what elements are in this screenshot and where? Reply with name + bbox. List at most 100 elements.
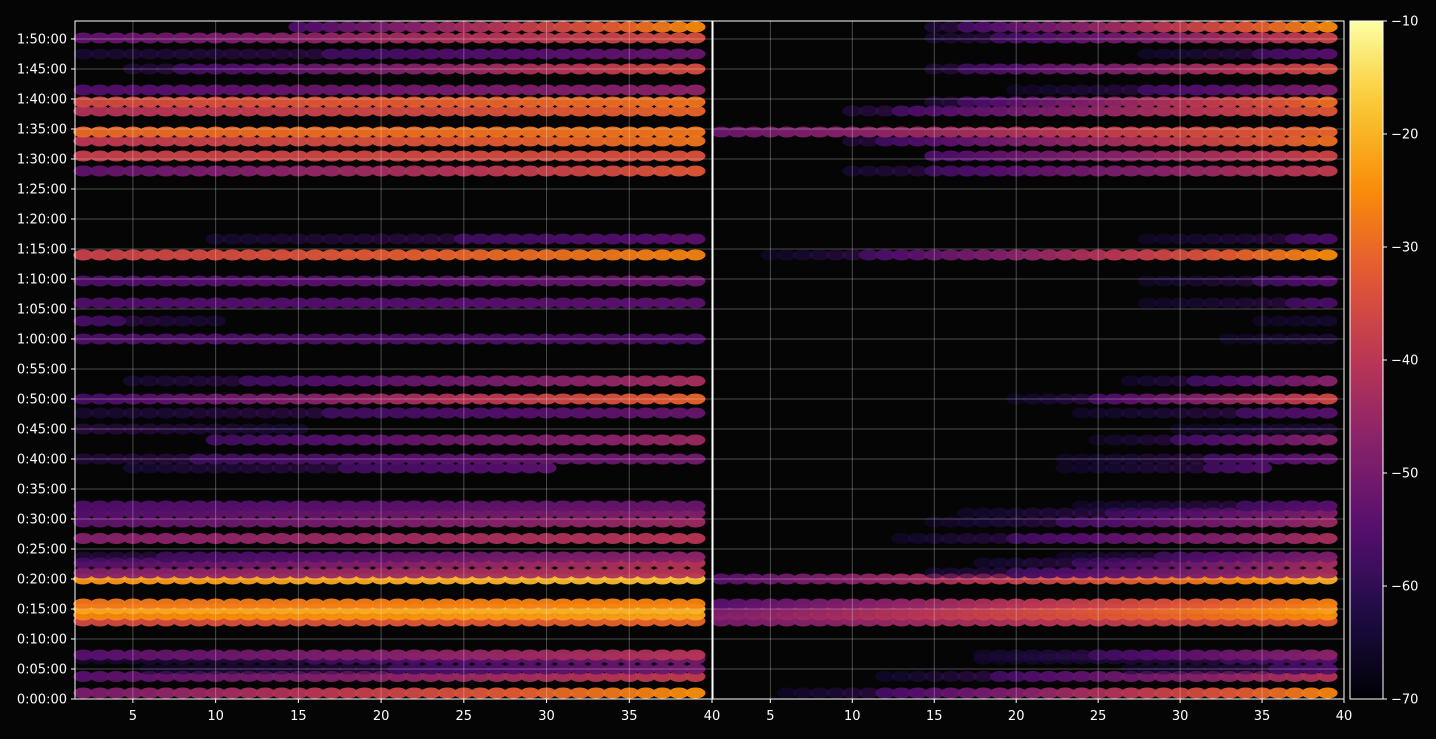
heat-cell (470, 150, 491, 162)
heat-cell (875, 687, 896, 699)
x-tick-label: 25 (456, 709, 473, 724)
heat-cell (437, 135, 458, 147)
heat-cell (172, 393, 193, 405)
heat-cell (1186, 516, 1207, 528)
heat-cell (1219, 297, 1240, 309)
heat-cell (652, 297, 673, 309)
heat-cell (569, 105, 590, 117)
heat-cell (437, 84, 458, 96)
heat-cell (1235, 21, 1256, 33)
heat-cell (1088, 63, 1109, 75)
heat-cell (536, 687, 557, 699)
heat-cell (1055, 649, 1076, 661)
heat-cell (288, 150, 309, 162)
heat-cell (89, 598, 110, 610)
heat-cell (602, 48, 623, 60)
heat-cell (486, 96, 507, 108)
heat-cell (1317, 96, 1338, 108)
heat-cell (156, 165, 176, 177)
heat-cell (354, 63, 375, 75)
heat-cell (1202, 63, 1223, 75)
heat-cell (122, 275, 143, 287)
heat-cell (321, 649, 342, 661)
heat-cell (354, 275, 375, 287)
heat-cell (957, 165, 978, 177)
heat-cell (387, 393, 408, 405)
heat-cell (619, 63, 640, 75)
heat-cell (1104, 434, 1125, 446)
heat-cell (1202, 462, 1223, 474)
heat-cell (89, 393, 110, 405)
heat-cell (1202, 249, 1223, 261)
heat-cell (602, 32, 623, 44)
heat-cell (354, 333, 375, 345)
heat-cell (858, 687, 879, 699)
heat-cell (1170, 21, 1191, 33)
heat-cell (387, 434, 408, 446)
heat-cell (354, 165, 375, 177)
heat-cell (437, 453, 458, 465)
heat-cell (1284, 516, 1305, 528)
heat-cell (73, 96, 94, 108)
heat-cell (453, 275, 474, 287)
heat-cell (387, 165, 408, 177)
heat-cell (635, 687, 656, 699)
heat-cell (189, 96, 210, 108)
heat-cell (635, 393, 656, 405)
heat-cell (1153, 567, 1174, 579)
heat-cell (1268, 453, 1289, 465)
heat-cell (520, 500, 540, 512)
heat-cell (304, 516, 325, 528)
heat-cell (222, 105, 243, 117)
heat-cell (420, 687, 441, 699)
heat-cell (288, 423, 309, 435)
heat-cell (371, 598, 392, 610)
heat-cell (404, 96, 425, 108)
heat-cell (172, 297, 193, 309)
heat-cell (553, 105, 574, 117)
heat-cell (321, 135, 342, 147)
y-axis-ticks: 0:00:000:05:000:10:000:15:000:20:000:25:… (17, 33, 75, 708)
heat-cell (1137, 150, 1158, 162)
heat-cell (1284, 297, 1305, 309)
heat-cell (1219, 150, 1240, 162)
heat-cell (73, 32, 94, 44)
heat-cell (255, 462, 276, 474)
heat-cell (1252, 275, 1273, 287)
heat-cell (973, 135, 994, 147)
heat-cell (536, 105, 557, 117)
heat-cell (1219, 375, 1240, 387)
heat-cell (569, 275, 590, 287)
heat-cell (1202, 687, 1223, 699)
heat-cell (205, 663, 226, 675)
heat-cell (503, 21, 524, 33)
heat-cell (1186, 687, 1207, 699)
heat-cell (486, 84, 507, 96)
heat-cell (602, 407, 623, 419)
heat-cell (189, 48, 210, 60)
heat-cell (619, 500, 640, 512)
heat-cell (1186, 423, 1207, 435)
heat-cell (271, 375, 292, 387)
heat-cell (1137, 165, 1158, 177)
heat-cell (586, 598, 607, 610)
heat-cell (288, 165, 309, 177)
heat-cell (503, 126, 524, 138)
heat-cell (73, 649, 94, 661)
heat-cell (338, 126, 358, 138)
heat-cell (1170, 598, 1191, 610)
heat-cell (1137, 663, 1158, 675)
heat-cell (172, 126, 193, 138)
heat-cell (420, 21, 441, 33)
heat-cell (685, 32, 706, 44)
heat-cell (122, 375, 143, 387)
heat-cell (685, 687, 706, 699)
heat-cell (685, 233, 706, 245)
plot-frame (74, 20, 1345, 700)
heat-cell (1252, 249, 1273, 261)
heat-cell (652, 500, 673, 512)
heat-cell (139, 84, 160, 96)
heat-cell (1284, 453, 1305, 465)
heat-cell (1038, 687, 1059, 699)
heat-cell (1252, 135, 1273, 147)
